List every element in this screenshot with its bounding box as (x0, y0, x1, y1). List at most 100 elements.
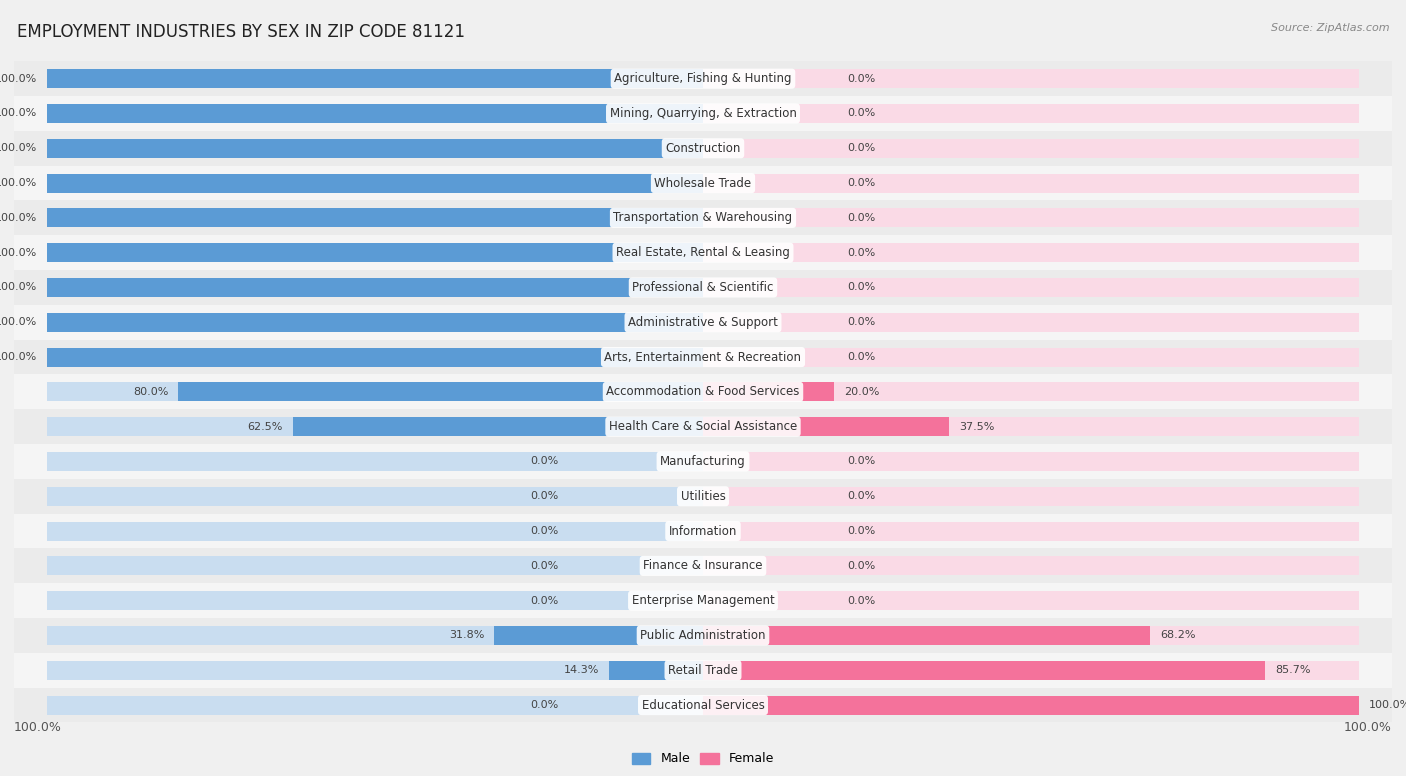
Text: Administrative & Support: Administrative & Support (628, 316, 778, 329)
Bar (703, 521, 1360, 541)
Bar (46, 626, 703, 645)
Bar (46, 591, 703, 610)
Bar (14, 96, 1392, 131)
Text: 100.0%: 100.0% (0, 109, 37, 119)
Bar (703, 139, 1360, 158)
Text: Mining, Quarrying, & Extraction: Mining, Quarrying, & Extraction (610, 107, 796, 120)
Bar (703, 660, 1360, 680)
Text: Utilities: Utilities (681, 490, 725, 503)
Bar (46, 556, 703, 576)
Bar (703, 626, 1360, 645)
Bar (14, 131, 1392, 166)
Bar (609, 660, 703, 680)
Text: Accommodation & Food Services: Accommodation & Food Services (606, 386, 800, 398)
Bar (46, 278, 703, 297)
Text: Information: Information (669, 525, 737, 538)
Text: 0.0%: 0.0% (530, 526, 558, 536)
Bar (14, 61, 1392, 96)
Bar (495, 626, 703, 645)
Text: 0.0%: 0.0% (848, 74, 876, 84)
Bar (14, 584, 1392, 618)
Bar (46, 208, 703, 227)
Bar (14, 618, 1392, 653)
Bar (46, 139, 703, 158)
Text: Public Administration: Public Administration (640, 629, 766, 642)
Text: 31.8%: 31.8% (449, 630, 485, 640)
Bar (703, 208, 1360, 227)
Text: 14.3%: 14.3% (564, 665, 599, 675)
Bar (703, 626, 1150, 645)
Bar (46, 208, 703, 227)
Bar (46, 348, 703, 366)
Bar (46, 174, 703, 192)
Text: 0.0%: 0.0% (848, 491, 876, 501)
Text: 0.0%: 0.0% (848, 456, 876, 466)
Bar (703, 695, 1360, 715)
Bar (14, 200, 1392, 235)
Text: Educational Services: Educational Services (641, 698, 765, 712)
Text: 100.0%: 100.0% (0, 282, 37, 293)
Text: 62.5%: 62.5% (247, 421, 283, 431)
Text: 20.0%: 20.0% (844, 387, 879, 397)
Text: 0.0%: 0.0% (848, 178, 876, 188)
Bar (14, 305, 1392, 340)
Bar (46, 695, 703, 715)
Bar (703, 556, 1360, 576)
Text: 100.0%: 100.0% (14, 721, 62, 734)
Bar (14, 270, 1392, 305)
Bar (703, 313, 1360, 332)
Bar (14, 235, 1392, 270)
Bar (46, 69, 703, 88)
Bar (703, 660, 1265, 680)
Bar (46, 417, 703, 436)
Bar (14, 549, 1392, 584)
Bar (46, 487, 703, 506)
Bar (703, 383, 834, 401)
Text: Manufacturing: Manufacturing (661, 455, 745, 468)
Bar (14, 375, 1392, 409)
Bar (703, 452, 1360, 471)
Bar (14, 409, 1392, 444)
Bar (46, 278, 703, 297)
Text: Source: ZipAtlas.com: Source: ZipAtlas.com (1271, 23, 1389, 33)
Bar (46, 174, 703, 192)
Text: Arts, Entertainment & Recreation: Arts, Entertainment & Recreation (605, 351, 801, 364)
Text: 0.0%: 0.0% (848, 109, 876, 119)
Text: 0.0%: 0.0% (530, 561, 558, 571)
Text: 85.7%: 85.7% (1275, 665, 1310, 675)
Bar (14, 514, 1392, 549)
Text: Retail Trade: Retail Trade (668, 663, 738, 677)
Bar (703, 417, 1360, 436)
Bar (46, 139, 703, 158)
Text: 100.0%: 100.0% (0, 144, 37, 154)
Bar (14, 688, 1392, 722)
Bar (703, 695, 1360, 715)
Text: 0.0%: 0.0% (848, 317, 876, 327)
Bar (703, 243, 1360, 262)
Text: 100.0%: 100.0% (1369, 700, 1406, 710)
Bar (703, 383, 1360, 401)
Text: Real Estate, Rental & Leasing: Real Estate, Rental & Leasing (616, 246, 790, 259)
Bar (703, 591, 1360, 610)
Text: Agriculture, Fishing & Hunting: Agriculture, Fishing & Hunting (614, 72, 792, 85)
Bar (703, 69, 1360, 88)
Text: 0.0%: 0.0% (848, 248, 876, 258)
Bar (703, 348, 1360, 366)
Text: Wholesale Trade: Wholesale Trade (654, 177, 752, 189)
Text: 100.0%: 100.0% (0, 352, 37, 362)
Text: 0.0%: 0.0% (530, 596, 558, 606)
Text: 0.0%: 0.0% (848, 144, 876, 154)
Bar (46, 243, 703, 262)
Bar (703, 278, 1360, 297)
Bar (46, 313, 703, 332)
Text: 0.0%: 0.0% (530, 700, 558, 710)
Bar (179, 383, 703, 401)
Bar (46, 383, 703, 401)
Text: Enterprise Management: Enterprise Management (631, 594, 775, 607)
Text: 100.0%: 100.0% (0, 178, 37, 188)
Bar (46, 104, 703, 123)
Bar (292, 417, 703, 436)
Bar (46, 104, 703, 123)
Text: 80.0%: 80.0% (134, 387, 169, 397)
Bar (14, 166, 1392, 200)
